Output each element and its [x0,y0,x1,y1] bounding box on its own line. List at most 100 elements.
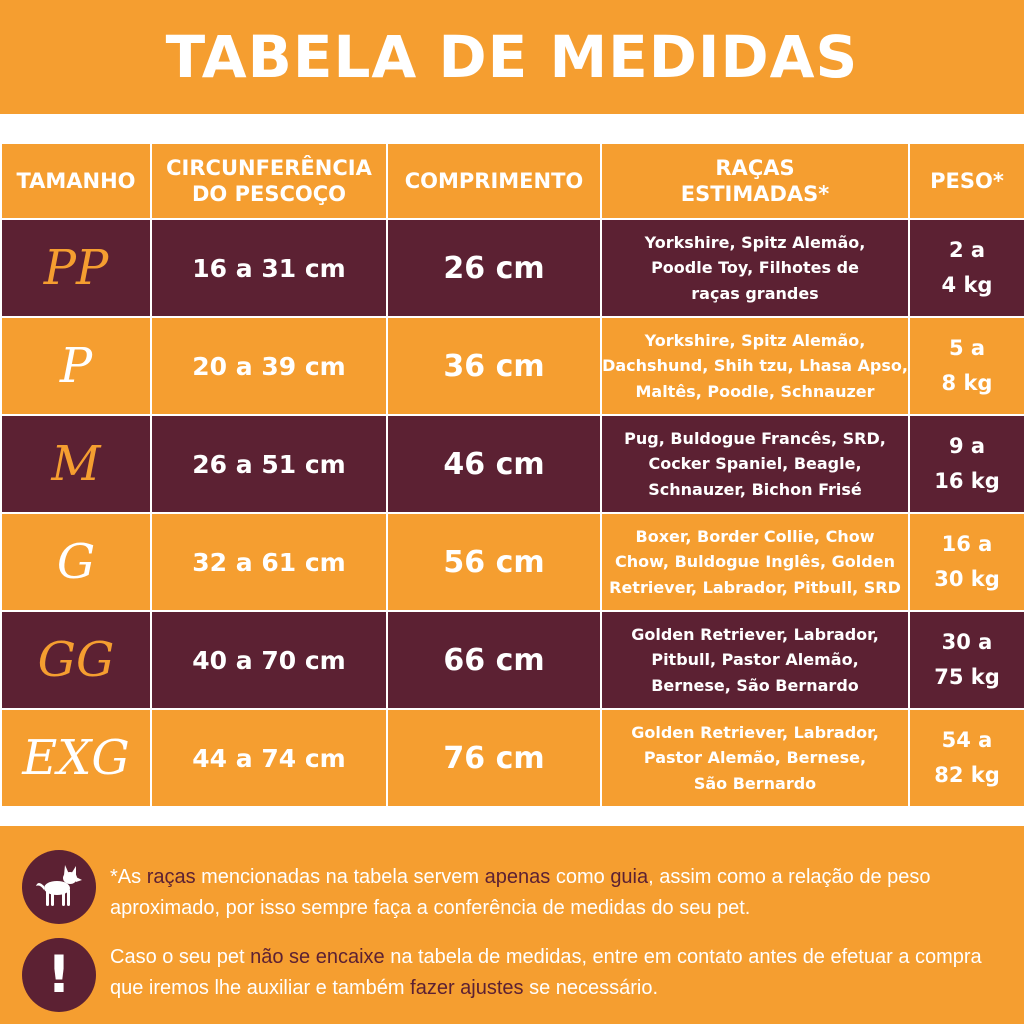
breeds-cell: Golden Retriever, Labrador, Pitbull, Pas… [600,610,910,710]
breeds-line: São Bernardo [693,773,817,793]
breeds-line: Maltês, Poodle, Schnauzer [635,381,875,401]
weight-from: 16 a [941,532,993,557]
breeds-line: Golden Retriever, Labrador, [631,722,879,742]
fit-note-highlight: fazer ajustes [410,977,524,999]
length-cell: 46 cm [386,414,602,514]
length-cell: 76 cm [386,708,602,808]
breeds-line: Pug, Buldogue Francês, SRD, [624,428,886,448]
length-cell: 66 cm [386,610,602,710]
exclamation-symbol: ! [47,945,71,1005]
header-circunferencia: CIRCUNFERÊNCIA DO PESCOÇO [150,142,388,220]
neck-cell: 26 a 51 cm [150,414,388,514]
header-circunferencia-line2: DO PESCOÇO [192,182,346,206]
header-tamanho: TAMANHO [0,142,152,220]
header-racas: RAÇAS ESTIMADAS* [600,142,910,220]
size-cell: EXG [0,708,152,808]
header-racas-line1: RAÇAS [715,155,795,180]
table-row: PP 16 a 31 cm 26 cm Yorkshire, Spitz Ale… [0,218,1024,318]
breeds-line: Boxer, Border Collie, Chow [635,526,875,546]
breeds-note-part: como [550,866,611,888]
breeds-note-highlight: guia [610,866,649,888]
breeds-note: *As raças mencionadas na tabela servem a… [0,842,1024,932]
dog-icon [22,850,96,924]
table-row: GG 40 a 70 cm 66 cm Golden Retriever, La… [0,610,1024,710]
breeds-line: Yorkshire, Spitz Alemão, [644,232,866,252]
length-cell: 36 cm [386,316,602,416]
weight-cell: 16 a 30 kg [908,512,1024,612]
length-cell: 26 cm [386,218,602,318]
size-table-container: TAMANHO CIRCUNFERÊNCIA DO PESCOÇO COMPRI… [0,142,1024,818]
size-cell: GG [0,610,152,710]
breeds-line: Bernese, São Bernardo [651,675,859,695]
fit-note-part: se necessário. [523,977,659,999]
table-row: EXG 44 a 74 cm 76 cm Golden Retriever, L… [0,708,1024,808]
weight-cell: 54 a 82 kg [908,708,1024,808]
breeds-line: Poodle Toy, Filhotes de [651,258,859,278]
breeds-cell: Pug, Buldogue Francês, SRD, Cocker Spani… [600,414,910,514]
weight-from: 54 a [941,728,993,753]
breeds-line: Pitbull, Pastor Alemão, [651,650,859,670]
breeds-note-part: mencionadas na tabela servem [195,866,485,888]
breeds-cell: Yorkshire, Spitz Alemão, Dachshund, Shih… [600,316,910,416]
fit-note-highlight: não se encaixe [250,946,385,968]
breeds-line: Yorkshire, Spitz Alemão, [644,330,866,350]
breeds-line: Schnauzer, Bichon Frisé [648,479,862,499]
breeds-line: Golden Retriever, Labrador, [631,624,879,644]
fit-note-part: na tabela de medidas, entre em contato a… [110,946,982,999]
fit-note: ! Caso o seu pet não se encaixe na tabel… [0,932,1024,1022]
weight-cell: 2 a 4 kg [908,218,1024,318]
breeds-note-part: , assim como a relação de peso aproximad… [110,866,931,919]
header-circunferencia-line1: CIRCUNFERÊNCIA [166,155,372,180]
weight-to: 82 kg [934,763,1000,787]
weight-from: 30 a [941,630,993,655]
neck-cell: 44 a 74 cm [150,708,388,808]
exclamation-icon: ! [22,938,96,1012]
neck-cell: 32 a 61 cm [150,512,388,612]
header-peso: PESO* [908,142,1024,220]
weight-from: 9 a [948,434,986,459]
weight-cell: 5 a 8 kg [908,316,1024,416]
weight-to: 4 kg [941,273,993,297]
dog-icon-svg [36,865,82,906]
breeds-line: Cocker Spaniel, Beagle, [648,454,862,474]
breeds-note-highlight: apenas [484,866,551,888]
weight-to: 8 kg [941,371,993,395]
header-racas-line2: ESTIMADAS* [680,182,830,206]
size-cell: PP [0,218,152,318]
fit-note-part: Caso o seu pet [110,946,251,968]
size-table: TAMANHO CIRCUNFERÊNCIA DO PESCOÇO COMPRI… [0,142,1024,808]
breeds-line: Retriever, Labrador, Pitbull, SRD [609,577,901,597]
title-banner: TABELA DE MEDIDAS [0,0,1024,114]
notes-section: *As raças mencionadas na tabela servem a… [0,826,1024,1024]
size-cell: G [0,512,152,612]
length-cell: 56 cm [386,512,602,612]
weight-from: 5 a [948,336,986,361]
weight-from: 2 a [948,238,986,263]
neck-cell: 40 a 70 cm [150,610,388,710]
weight-cell: 9 a 16 kg [908,414,1024,514]
fit-note-text: Caso o seu pet não se encaixe na tabela … [110,942,1014,1004]
breeds-line: Dachshund, Shih tzu, Lhasa Apso, [602,356,908,376]
breeds-line: raças grandes [691,283,819,303]
breeds-line: Pastor Alemão, Bernese, [643,748,867,768]
breeds-note-part: *As [110,866,147,888]
breeds-line: Chow, Buldogue Inglês, Golden [615,552,895,572]
breeds-note-highlight: raças [146,866,196,888]
neck-cell: 16 a 31 cm [150,218,388,318]
size-cell: P [0,316,152,416]
size-cell: M [0,414,152,514]
breeds-cell: Golden Retriever, Labrador, Pastor Alemã… [600,708,910,808]
weight-to: 30 kg [934,567,1000,591]
table-row: P 20 a 39 cm 36 cm Yorkshire, Spitz Alem… [0,316,1024,416]
neck-cell: 20 a 39 cm [150,316,388,416]
page-title: TABELA DE MEDIDAS [165,23,859,91]
weight-to: 75 kg [934,665,1000,689]
table-row: G 32 a 61 cm 56 cm Boxer, Border Collie,… [0,512,1024,612]
breeds-cell: Yorkshire, Spitz Alemão, Poodle Toy, Fil… [600,218,910,318]
breeds-note-text: *As raças mencionadas na tabela servem a… [110,862,1014,924]
header-comprimento: COMPRIMENTO [386,142,602,220]
table-row: M 26 a 51 cm 46 cm Pug, Buldogue Francês… [0,414,1024,514]
weight-to: 16 kg [934,469,1000,493]
table-header-row: TAMANHO CIRCUNFERÊNCIA DO PESCOÇO COMPRI… [0,142,1024,220]
weight-cell: 30 a 75 kg [908,610,1024,710]
